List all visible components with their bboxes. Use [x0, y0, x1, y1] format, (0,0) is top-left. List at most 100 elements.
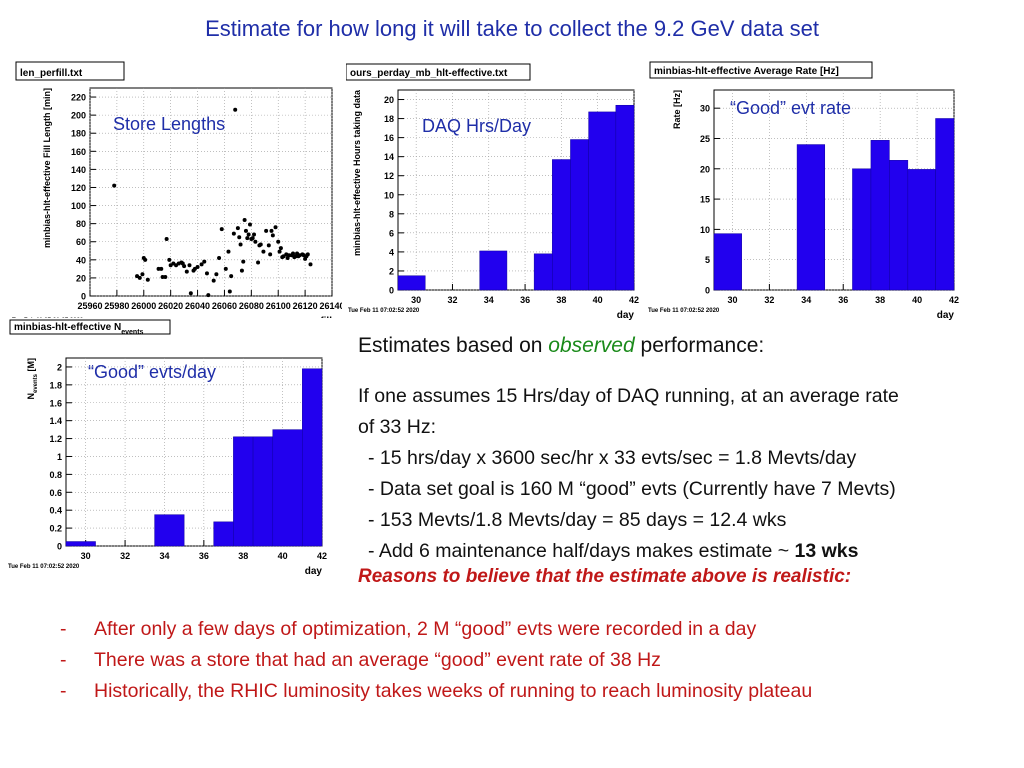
data-point	[231, 231, 236, 236]
data-point	[187, 263, 192, 268]
histogram-bar	[479, 250, 508, 291]
y-axis-title-unit: [M]	[26, 358, 36, 374]
x-tick-label: 26040	[185, 301, 210, 311]
data-point	[256, 260, 261, 265]
data-point	[206, 293, 211, 298]
daq-hours-plot: ours_perday_mb_hlt-effective.txt 0 2 4 6 8 10 1…	[346, 60, 648, 320]
data-point	[243, 228, 248, 233]
y-tick-label: 80	[76, 219, 86, 229]
data-point	[140, 272, 145, 277]
data-point	[199, 262, 204, 267]
reason-item: - There was a store that had an average “…	[60, 649, 661, 671]
data-point	[266, 243, 271, 248]
data-point	[245, 236, 250, 241]
histogram-bar	[570, 139, 589, 291]
estimates-heading-pre: Estimates based on	[358, 334, 543, 357]
x-tick-label: 26000	[131, 301, 156, 311]
estimates-heading-observed: observed	[548, 334, 635, 357]
chart-header: len_perfill.txt	[20, 68, 83, 79]
chart-header: minbias-hlt-effective Average Rate [Hz]	[654, 66, 839, 77]
estimate-line-6-text: - Add 6 maintenance half/days makes esti…	[368, 540, 790, 562]
chart-header-box	[346, 63, 531, 81]
data-point	[204, 271, 209, 276]
y-tick-label: 5	[705, 255, 710, 265]
data-point	[227, 289, 232, 294]
y-tick-label: 140	[71, 165, 86, 175]
histogram-bar	[713, 233, 742, 291]
y-tick-label: 0	[705, 286, 710, 296]
reason-text: Historically, the RHIC luminosity takes …	[94, 680, 813, 702]
data-point	[145, 277, 150, 282]
histogram-bar	[588, 111, 617, 291]
y-tick-label: 100	[71, 201, 86, 211]
page-title: Estimate for how long it will take to co…	[205, 16, 819, 41]
data-point	[238, 242, 243, 247]
data-point	[278, 246, 283, 251]
plot-frame	[89, 87, 333, 297]
events-per-day-plot: minbias-hlt-effective Nevents 0 0.2 0.4 0.6 0…	[6, 318, 340, 576]
y-tick-label: 1.2	[49, 434, 62, 444]
y-tick-label: 200	[71, 111, 86, 121]
histogram-bar	[397, 275, 426, 291]
chart-header-sub: events	[121, 329, 143, 336]
y-tick-label: 16	[384, 133, 394, 143]
data-point	[291, 251, 296, 256]
y-tick-label: 8	[389, 209, 394, 219]
data-point	[241, 259, 246, 264]
x-tick-label: 42	[317, 551, 327, 561]
data-point	[237, 235, 242, 240]
y-tick-label: 25	[700, 134, 710, 144]
data-point	[188, 291, 193, 296]
x-tick-label: 42	[949, 295, 959, 305]
y-tick-label: 30	[700, 104, 710, 114]
y-tick-label: 180	[71, 129, 86, 139]
chart-timestamp: Tue Feb 11 07:02:52 2020	[648, 308, 720, 314]
x-tick-label: 26100	[266, 301, 291, 311]
histogram-bar	[533, 253, 553, 291]
data-point	[164, 237, 169, 242]
y-tick-label: 15	[700, 195, 710, 205]
histogram-bar	[272, 429, 303, 547]
data-point	[229, 274, 234, 279]
x-axis-title: day	[617, 310, 635, 320]
histogram-bar	[870, 140, 890, 291]
data-point	[239, 268, 244, 273]
histogram-bar	[233, 436, 254, 547]
x-tick-label: 26060	[212, 301, 237, 311]
x-tick-label: 36	[520, 295, 530, 305]
x-tick-label: 38	[238, 551, 248, 561]
y-tick-label: 18	[384, 114, 394, 124]
reasons-heading: Reasons to believe that the estimate abo…	[358, 566, 852, 587]
x-tick-label: 36	[199, 551, 209, 561]
reason-text: After only a few days of optimization, 2…	[94, 618, 757, 640]
y-tick-label: 2	[389, 266, 394, 276]
x-tick-label: 32	[447, 295, 457, 305]
chart-header: ours_perday_mb_hlt-effective.txt	[350, 68, 508, 79]
x-tick-label: 40	[912, 295, 922, 305]
data-point	[143, 257, 148, 262]
x-axis-title: day	[305, 566, 323, 576]
y-tick-label: 60	[76, 237, 86, 247]
x-tick-label: 26120	[293, 301, 318, 311]
y-tick-label: 120	[71, 183, 86, 193]
data-point	[247, 222, 252, 227]
x-tick-label: 34	[159, 551, 169, 561]
y-axis-title: minbias-hlt-effective Hours taking data	[352, 89, 362, 256]
y-axis-title-sub: events	[33, 373, 39, 393]
chart-timestamp: Tue Feb 11 07:02:52 2020	[348, 308, 420, 314]
estimate-line-3: - 15 hrs/day x 3600 sec/hr x 33 evts/sec…	[368, 447, 857, 469]
y-tick-label: 2	[57, 362, 62, 372]
estimates-body: If one assumes 15 Hrs/day of DAQ running…	[358, 381, 1018, 567]
data-point	[167, 257, 172, 262]
event-rate-chart: minbias-hlt-effective Average Rate [Hz] 0…	[648, 61, 959, 320]
y-tick-label: 1.8	[49, 380, 62, 390]
x-tick-label: 25960	[77, 301, 102, 311]
daq-hours-chart: ours_perday_mb_hlt-effective.txt 0 2 4 6 8 10 1…	[346, 63, 639, 320]
estimate-line-4: - Data set goal is 160 M “good” evts (Cu…	[368, 478, 896, 500]
histogram-bar	[935, 118, 955, 291]
data-point	[276, 239, 281, 244]
store-length-plot: len_perfill.txt 0 20 40 60 80 100 120 140 160 180 2…	[10, 58, 342, 320]
x-tick-label: 30	[727, 295, 737, 305]
y-tick-label: 1.6	[49, 398, 62, 408]
data-point	[163, 275, 168, 280]
